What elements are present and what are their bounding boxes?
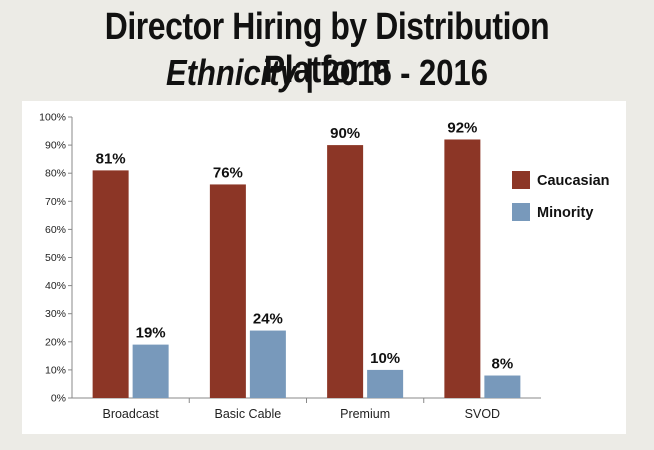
legend-label: Minority [537, 205, 593, 221]
subtitle-rest: | 2015 - 2016 [296, 52, 488, 93]
y-tick-label: 50% [45, 252, 66, 264]
data-label: 76% [213, 164, 243, 181]
data-label: 10% [370, 350, 400, 367]
data-label: 90% [330, 125, 360, 142]
bar-caucasian [92, 170, 129, 398]
chart-title: Director Hiring by Distribution Platform [104, 6, 550, 91]
y-tick-label: 40% [45, 280, 66, 292]
y-tick-label: 70% [45, 196, 66, 208]
bar-caucasian [209, 184, 246, 398]
bar-caucasian [444, 139, 481, 399]
data-label: 92% [447, 119, 477, 136]
bar-minority [484, 375, 521, 398]
x-category-label: SVOD [465, 407, 500, 421]
subtitle-emphasis: Ethnicity [166, 52, 297, 93]
data-label: 8% [492, 356, 514, 373]
data-label: 81% [96, 150, 126, 167]
x-category-label: Broadcast [102, 407, 159, 421]
legend-swatch-caucasian [512, 171, 530, 189]
x-category-label: Premium [340, 407, 390, 421]
bar-minority [132, 344, 169, 398]
legend-swatch-minority [512, 203, 530, 221]
x-category-label: Basic Cable [215, 407, 282, 421]
data-label: 19% [136, 325, 166, 342]
y-tick-label: 100% [39, 112, 66, 124]
y-tick-label: 10% [45, 364, 66, 376]
bar-chart: 0% 10% 20% 30% 40% 50% 60% 70% 80% 90% 100% Broadca… [39, 112, 610, 422]
y-tick-label: 0% [51, 393, 66, 405]
chart-subtitle: Ethnicity | 2015 - 2016 [46, 52, 608, 94]
y-tick-label: 90% [45, 140, 66, 152]
y-tick-label: 30% [45, 308, 66, 320]
chart-panel: 0% 10% 20% 30% 40% 50% 60% 70% 80% 90% 100% Broadca… [22, 101, 626, 434]
bar-caucasian [327, 145, 364, 398]
y-tick-label: 20% [45, 336, 66, 348]
y-tick-label: 60% [45, 224, 66, 236]
data-label: 24% [253, 311, 283, 328]
bar-minority [367, 369, 404, 398]
legend-label: Caucasian [537, 173, 610, 189]
y-tick-label: 80% [45, 168, 66, 180]
bar-minority [249, 330, 286, 398]
